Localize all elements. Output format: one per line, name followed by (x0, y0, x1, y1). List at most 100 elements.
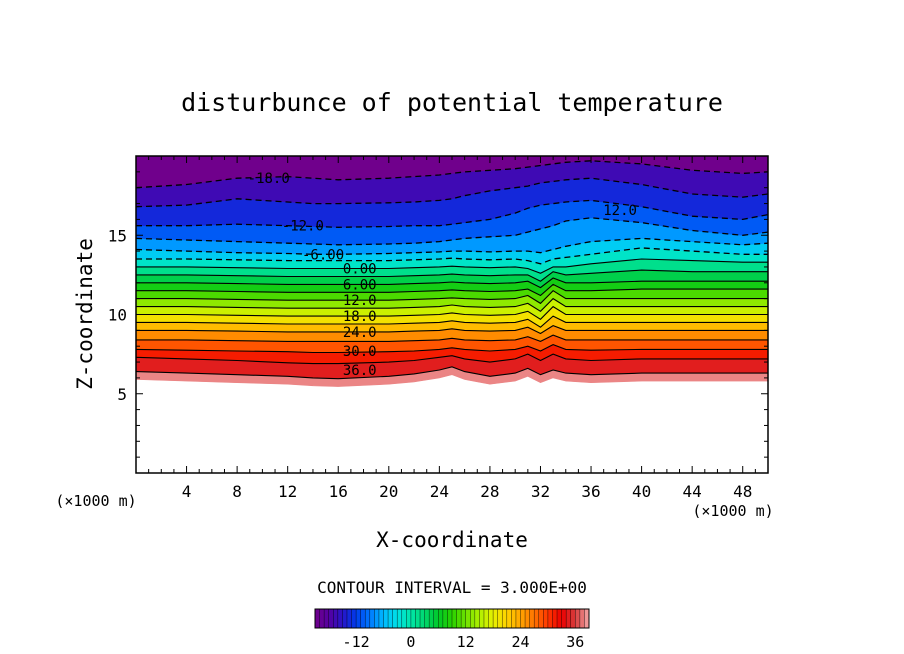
contour-label: 6.00 (343, 277, 377, 293)
y-tick-label: 5 (117, 385, 127, 404)
contour-label: 18.0 (343, 309, 377, 325)
colorbar-swatch (575, 609, 581, 628)
colorbar-swatch (388, 609, 394, 628)
chart-title: disturbunce of potential temperature (181, 88, 723, 117)
colorbar-swatch (461, 609, 467, 628)
colorbar-swatch (315, 609, 320, 628)
contour-line (136, 334, 768, 342)
x-tick-label: 32 (531, 482, 550, 501)
colorbar-swatch (543, 609, 549, 628)
colorbar-swatch (557, 609, 562, 628)
colorbar-swatch (584, 609, 590, 628)
colorbar-swatch (506, 609, 512, 628)
y-tick-label: 10 (108, 306, 127, 325)
x-unit-left: (×1000 m) (55, 492, 136, 510)
colorbar-swatch (511, 609, 517, 628)
colorbar-swatch (324, 609, 330, 628)
colorbar-swatch (452, 609, 457, 628)
y-axis: 5 10 15 (108, 155, 768, 474)
contour-label: -12.0 (282, 219, 324, 235)
colorbar-swatch (342, 609, 348, 628)
contour-line (136, 269, 768, 282)
colorbar-swatch (493, 609, 499, 628)
colorbar-swatch (447, 609, 453, 628)
contour-label: 30.0 (343, 344, 377, 360)
y-tick-label: 15 (108, 226, 127, 245)
x-tick-label: 44 (683, 482, 702, 501)
colorbar-swatch (333, 609, 339, 628)
contour-line (136, 160, 768, 189)
contour-line (136, 177, 768, 208)
contour-fills (136, 156, 768, 387)
x-tick-label: 40 (632, 482, 651, 501)
colorbar-swatch (566, 609, 572, 628)
colorbar-swatch (424, 609, 430, 628)
colorbar-swatch (374, 609, 380, 628)
colorbar-swatch (552, 609, 558, 628)
colorbar-swatch (406, 609, 412, 628)
colorbar-ticks: -12 0 12 24 36 (343, 633, 585, 651)
colorbar-swatch (397, 609, 403, 628)
colorbar-swatch (351, 609, 357, 628)
colorbar-tick-label: 24 (511, 633, 529, 651)
colorbar-swatch (328, 609, 334, 628)
contour-label: 12.0 (343, 293, 377, 309)
colorbar-swatch (579, 609, 585, 628)
colorbar-swatch (479, 609, 485, 628)
contour-label: 0.00 (343, 262, 377, 278)
colorbar-swatch (410, 609, 416, 628)
colorbar-tick-label: 36 (566, 633, 584, 651)
colorbar-swatch (433, 609, 439, 628)
colorbar-swatch (483, 609, 489, 628)
colorbar-swatch (488, 609, 494, 628)
contour-line (136, 297, 768, 312)
contour-interval-label: CONTOUR INTERVAL = 3.000E+00 (317, 578, 587, 597)
contour-line (136, 258, 768, 274)
colorbar-swatch (369, 609, 375, 628)
x-axis-label: X-coordinate (376, 528, 528, 552)
colorbar-swatch (497, 609, 503, 628)
colorbar-swatches (314, 609, 590, 628)
x-tick-label: 16 (329, 482, 348, 501)
x-tick-label: 48 (733, 482, 752, 501)
colorbar-swatch (474, 609, 480, 628)
contour-line (136, 199, 768, 228)
colorbar-swatch (415, 609, 421, 628)
contour-line (136, 237, 768, 255)
contour-line (136, 217, 768, 246)
contour-line (136, 343, 768, 354)
contour-line (136, 277, 768, 289)
x-tick-label: 24 (430, 482, 449, 501)
colorbar-swatch (515, 609, 521, 628)
colorbar-swatch (392, 609, 398, 628)
contour-label: -6.00 (302, 247, 344, 263)
y-axis-label: Z-coordinate (73, 238, 97, 390)
colorbar-swatch (538, 609, 544, 628)
colorbar-swatch (529, 609, 535, 628)
contour-line (136, 353, 768, 365)
colorbar-swatch (356, 609, 362, 628)
colorbar-tick-label: -12 (343, 633, 370, 651)
colorbar-swatch (401, 609, 407, 628)
contour-label: -18.0 (248, 171, 290, 187)
colorbar-swatch (534, 609, 540, 628)
colorbar-tick-label: 0 (406, 633, 415, 651)
colorbar-swatch (525, 609, 531, 628)
contour-line (136, 315, 768, 328)
colorbar-swatch (570, 609, 576, 628)
x-tick-label: 8 (232, 482, 242, 501)
colorbar-swatch (456, 609, 462, 628)
plot-area: -18.0-12.012.0-6.000.006.0012.018.024.03… (108, 155, 769, 501)
x-tick-label: 4 (182, 482, 192, 501)
contour-line (136, 283, 768, 297)
contour-label: 24.0 (343, 325, 377, 341)
colorbar-frame (314, 608, 590, 629)
contour-lines (136, 160, 768, 380)
colorbar-swatch (520, 609, 526, 628)
colorbar-swatch (319, 609, 325, 628)
x-axis: 4 8 12 16 20 24 28 32 36 40 44 48 (135, 156, 769, 501)
x-unit-right: (×1000 m) (692, 502, 773, 520)
colorbar-swatch (465, 609, 471, 628)
contour-line (136, 366, 768, 380)
contour-label: 36.0 (343, 363, 377, 379)
